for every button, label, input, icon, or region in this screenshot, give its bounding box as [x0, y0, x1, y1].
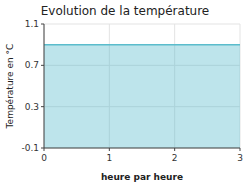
grid-line-x [44, 24, 45, 148]
area-line [44, 44, 240, 46]
x-tick-label: 2 [172, 153, 178, 163]
x-axis-label: heure par heure [101, 172, 183, 182]
grid [44, 24, 240, 148]
x-tick-label: 0 [41, 153, 47, 163]
x-tick-label: 3 [237, 153, 243, 163]
grid-line-y [44, 24, 240, 25]
y-tick [41, 148, 44, 149]
y-tick [41, 106, 44, 107]
x-tick [240, 148, 241, 151]
y-tick-label: -0.1 [21, 143, 39, 153]
area-fill [44, 45, 240, 148]
y-tick-label: 1.1 [25, 19, 39, 29]
y-axis-label: Température en °C [5, 44, 15, 130]
chart-container: 0 1 2 3 -0.1 0.3 0.7 1.1Evolution de la tempéra… [0, 0, 250, 188]
chart-title: Evolution de la température [41, 4, 210, 18]
y-tick [41, 24, 44, 25]
y-tick-label: 0.3 [25, 102, 39, 112]
grid-line-y [44, 148, 240, 149]
chart-svg: 0 1 2 3 -0.1 0.3 0.7 1.1Evolution de la tempéra… [0, 0, 250, 188]
axes: 0 1 2 3 -0.1 0.3 0.7 1.1 [21, 19, 242, 163]
x-tick [109, 148, 110, 151]
y-tick [41, 65, 44, 66]
x-tick-label: 1 [106, 153, 112, 163]
y-axis-line [44, 24, 45, 148]
y-tick-label: 0.7 [25, 60, 39, 70]
x-axis-line [44, 148, 240, 149]
plot-area [44, 45, 240, 148]
x-tick [174, 148, 175, 151]
